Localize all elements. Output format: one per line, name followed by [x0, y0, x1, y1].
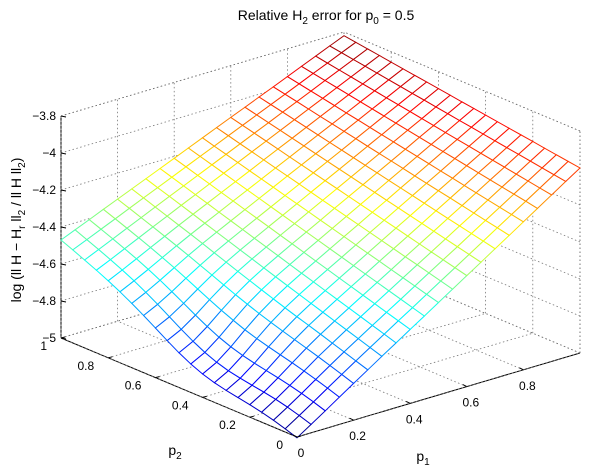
- x-tick-label: 0.2: [349, 429, 366, 443]
- x-grid-floor: [117, 320, 354, 421]
- z-grid-back: [60, 68, 345, 154]
- z-tick-label: −4.8: [32, 294, 56, 308]
- x-tick-mark: [405, 400, 411, 404]
- x-tick-mark: [519, 367, 524, 371]
- z-tick-mark: [60, 115, 67, 118]
- chart-title: Relative H2 error for p0 = 0.5: [238, 7, 415, 27]
- z-tick-mark: [60, 152, 67, 155]
- y-tick-label: 0.2: [219, 418, 236, 432]
- z-grid-back: [60, 105, 345, 191]
- y-tick-label: 1: [40, 339, 47, 353]
- y-grid-floor: [60, 253, 345, 339]
- x-tick-mark: [462, 384, 468, 388]
- x-tick-mark: [292, 434, 298, 438]
- z-tick-mark: [60, 300, 67, 303]
- z-tick-mark: [60, 226, 67, 229]
- x-tick-mark: [349, 417, 354, 421]
- y-tick-mark: [155, 376, 160, 379]
- x-tick-label: 0: [298, 446, 305, 460]
- y-tick-label: 0.4: [172, 398, 189, 412]
- y-tick-mark: [249, 415, 254, 418]
- z-axis-label: log (ll H − Hr ll2 / ll H ll2): [8, 158, 28, 303]
- z-tick-label: −4.6: [32, 257, 56, 271]
- z-tick-label: −3.8: [32, 109, 56, 123]
- x-tick-label: 0.6: [462, 396, 479, 410]
- y-grid-floor: [108, 273, 392, 359]
- x-axis-label: p1: [416, 448, 430, 468]
- z-tick-label: −4.4: [32, 220, 56, 234]
- z-tick-mark: [60, 263, 67, 266]
- z-tick-mark: [60, 337, 67, 340]
- y-grid-floor: [296, 352, 581, 438]
- mesh-cell: [553, 160, 581, 183]
- z-grid-right: [343, 31, 581, 132]
- x-tick-label: 0.8: [519, 379, 536, 393]
- z-tick-label: −5: [42, 331, 56, 345]
- tick-labels: 0 0.2 0.4 0.6 0.8 0 0.2 0.4 0.6 0.8 1−5 −4.8 −4.6 −4.…: [32, 109, 536, 460]
- y-axis-label: p2: [168, 442, 182, 462]
- x-grid-floor: [60, 337, 298, 438]
- y-tick-label: 0.8: [78, 359, 95, 373]
- z-tick-mark: [60, 189, 67, 192]
- surface-mesh: [60, 35, 581, 439]
- y-tick-label: 0.6: [125, 379, 142, 393]
- x-tick-label: 0.4: [406, 412, 423, 426]
- z-grid-back: [60, 216, 345, 302]
- z-tick-label: −4.2: [32, 183, 56, 197]
- y-tick-label: 0: [276, 438, 283, 452]
- y-tick-mark: [202, 395, 207, 398]
- z-tick-label: −4: [42, 146, 56, 160]
- y-tick-mark: [108, 356, 113, 359]
- z-grid-back: [60, 31, 345, 117]
- y-tick-mark: [296, 435, 302, 438]
